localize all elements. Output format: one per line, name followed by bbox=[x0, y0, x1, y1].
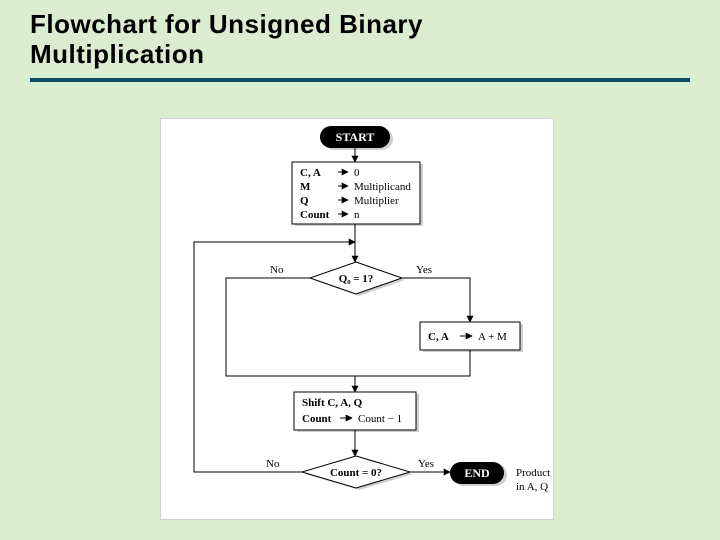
node-end: END bbox=[450, 462, 507, 486]
product-label: Product in A, Q bbox=[516, 467, 550, 493]
svg-text:M: M bbox=[300, 181, 311, 193]
title-rule bbox=[30, 78, 690, 82]
svg-text:Q: Q bbox=[300, 195, 309, 207]
svg-text:in A, Q: in A, Q bbox=[516, 481, 548, 493]
node-init: C, A M Q Count 0 Multiplicand Multiplier… bbox=[292, 162, 423, 226]
title-line: Flowchart for Unsigned Binary bbox=[30, 9, 423, 39]
svg-text:A + M: A + M bbox=[478, 331, 507, 343]
slide: Flowchart for Unsigned Binary Multiplica… bbox=[0, 0, 720, 540]
edge-label-no2: No bbox=[266, 458, 280, 470]
end-label: END bbox=[464, 466, 490, 480]
svg-text:0: 0 bbox=[354, 167, 360, 179]
svg-text:Q₀ = 1?: Q₀ = 1? bbox=[339, 273, 374, 285]
edge-add-merge bbox=[400, 350, 470, 376]
svg-text:n: n bbox=[354, 209, 360, 221]
node-count-decision: Count = 0? bbox=[302, 456, 413, 490]
svg-text:Product: Product bbox=[516, 467, 550, 479]
edge-q0-no bbox=[226, 278, 310, 376]
svg-text:Multiplicand: Multiplicand bbox=[354, 181, 411, 193]
svg-text:Count: Count bbox=[302, 413, 332, 425]
page-title: Flowchart for Unsigned Binary Multiplica… bbox=[30, 10, 423, 70]
svg-text:Count − 1: Count − 1 bbox=[358, 413, 402, 425]
svg-text:C, A: C, A bbox=[428, 331, 449, 343]
svg-text:Count = 0?: Count = 0? bbox=[330, 467, 382, 479]
node-q0-decision: Q₀ = 1? bbox=[310, 262, 405, 296]
node-start: START bbox=[320, 126, 393, 150]
node-add: C, A A + M bbox=[420, 322, 523, 352]
edge-label-yes2: Yes bbox=[418, 458, 434, 470]
edge-label-yes: Yes bbox=[416, 264, 432, 276]
flowchart-figure: START C, A M Q Count 0 Multiplicand Mult… bbox=[160, 118, 554, 520]
start-label: START bbox=[336, 130, 375, 144]
title-line: Multiplication bbox=[30, 39, 205, 69]
svg-text:Shift C, A, Q: Shift C, A, Q bbox=[302, 397, 363, 409]
edge-q0-yes bbox=[402, 278, 470, 322]
node-shift: Shift C, A, Q Count Count − 1 bbox=[294, 392, 419, 432]
svg-text:Count: Count bbox=[300, 209, 330, 221]
flowchart-svg: START C, A M Q Count 0 Multiplicand Mult… bbox=[160, 118, 554, 520]
edge-label-no: No bbox=[270, 264, 284, 276]
svg-text:C, A: C, A bbox=[300, 167, 321, 179]
svg-text:Multiplier: Multiplier bbox=[354, 195, 399, 207]
